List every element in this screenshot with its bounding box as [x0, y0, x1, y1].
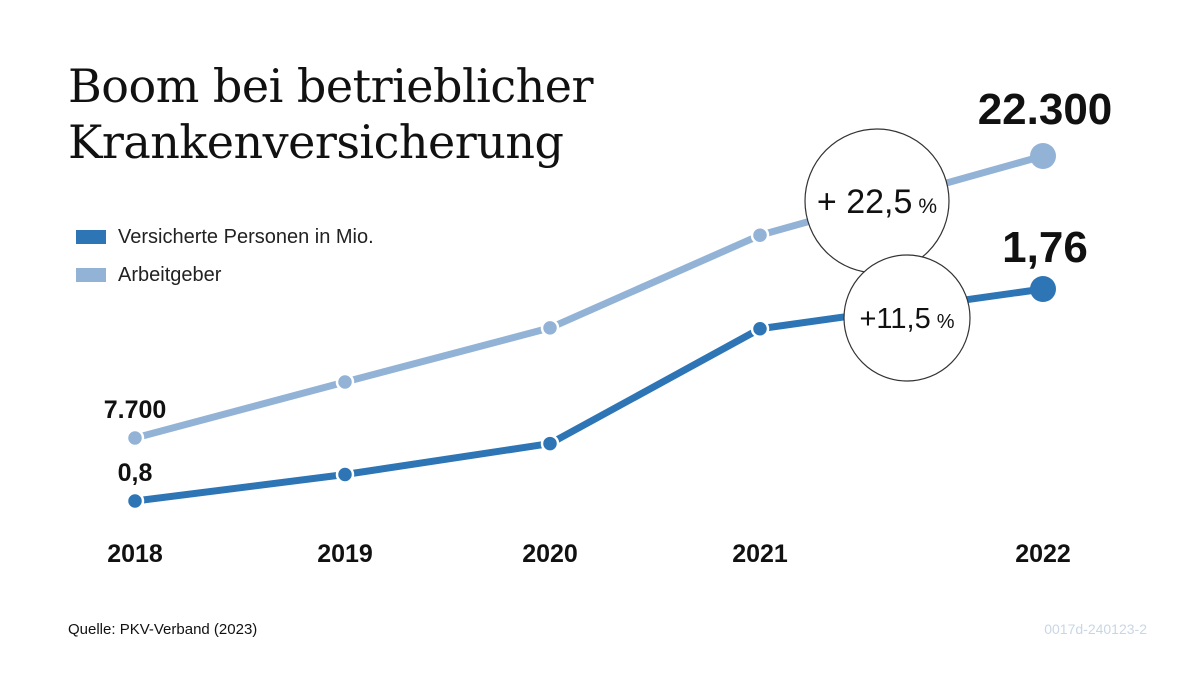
x-tick-label: 2020 [522, 540, 578, 568]
legend: Versicherte Personen in Mio. Arbeitgeber [76, 218, 374, 294]
data-point-versicherte [750, 319, 770, 338]
growth-badge-versicherte [843, 254, 971, 382]
source-note: Quelle: PKV-Verband (2023) [68, 621, 258, 638]
legend-swatch-arbeitgeber [76, 268, 106, 282]
graphic-id: 0017d-240123-2 [1044, 621, 1147, 637]
growth-label-arbeitgeber: + 22,5% [817, 183, 937, 221]
end-value-label-arbeitgeber: 22.300 [978, 85, 1113, 134]
title-line-2: Krankenversicherung [68, 115, 564, 169]
data-point-arbeitgeber [540, 318, 560, 338]
data-point-versicherte [540, 434, 560, 453]
title-line-1: Boom bei betrieblicher [68, 59, 594, 113]
data-point-arbeitgeber [335, 372, 355, 392]
data-point-arbeitgeber [125, 428, 145, 448]
x-tick-label: 2019 [317, 540, 373, 568]
growth-label-versicherte: +11,5% [859, 303, 954, 335]
start-value-label-arbeitgeber: 7.700 [104, 396, 167, 424]
data-point-arbeitgeber [1030, 143, 1056, 169]
x-tick-label: 2018 [107, 540, 163, 568]
legend-label-versicherte: Versicherte Personen in Mio. [118, 225, 374, 248]
chart-title: Boom bei betrieblicher Krankenversicheru… [68, 58, 594, 170]
x-tick-label: 2022 [1015, 540, 1071, 568]
data-point-versicherte [335, 465, 355, 484]
legend-swatch-versicherte [76, 230, 106, 244]
legend-label-arbeitgeber: Arbeitgeber [118, 263, 222, 286]
data-point-versicherte [125, 491, 145, 511]
x-tick-label: 2021 [732, 540, 788, 568]
end-value-label-versicherte: 1,76 [1002, 223, 1088, 272]
legend-item-arbeitgeber: Arbeitgeber [76, 256, 374, 294]
legend-item-versicherte: Versicherte Personen in Mio. [76, 218, 374, 256]
data-point-versicherte [1030, 276, 1056, 302]
data-point-arbeitgeber [750, 225, 770, 245]
start-value-label-versicherte: 0,8 [118, 459, 153, 487]
